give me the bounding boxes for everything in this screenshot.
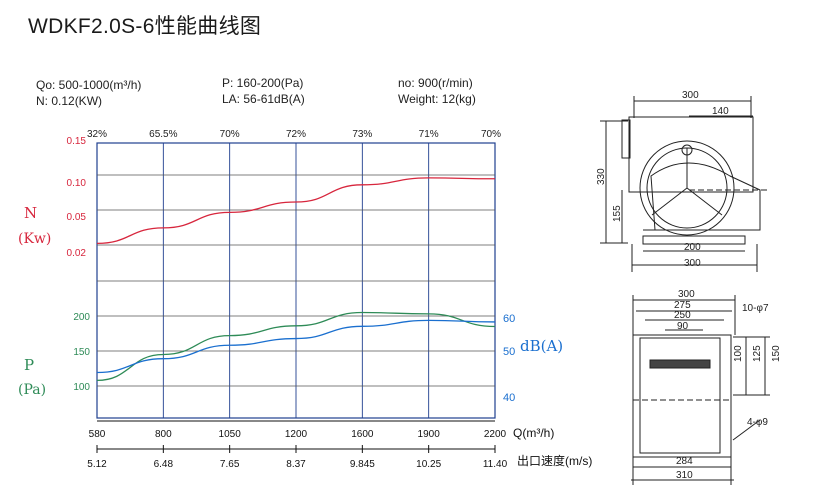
dim-155: 155 [612,205,623,222]
x2-tick-label: 8.37 [286,459,306,470]
efficiency-labels: 32% 65.5% 70% 72% 73% 71% 70% [87,129,501,140]
efficiency-label: 70% [220,129,240,140]
dim-200: 200 [684,242,701,253]
x-tick-label: 1600 [351,429,374,440]
x2-tick-label: 11.40 [483,459,508,470]
efficiency-label: 73% [352,129,372,140]
x-tick-label: 800 [155,429,172,440]
db-tick-label: 50 [503,346,515,358]
x2-axis-title: 出口速度(m/s) [517,453,592,468]
dim-300-side: 300 [678,289,695,300]
x-tick-label: 2200 [484,429,507,440]
p-axis-title: P [24,356,34,374]
dim-300-top: 300 [682,90,699,101]
efficiency-label: 70% [481,129,501,140]
chart-axes: 0.15 0.10 0.05 0.02 200 150 100 60 50 40 580 800 105… [67,136,516,470]
n-tick-label: 0.10 [67,178,87,189]
dim-100: 100 [733,345,744,362]
curve-p [96,311,496,382]
dim-holes-10: 10-φ7 [742,303,769,314]
dim-150: 150 [771,345,782,362]
dim-250: 250 [674,310,691,321]
chart-grid [96,142,496,419]
dim-holes-4: 4-φ9 [747,417,768,428]
p-tick-label: 200 [73,312,90,323]
db-tick-label: 60 [503,313,515,325]
dim-300-base: 300 [684,258,701,269]
n-tick-label: 0.05 [67,212,87,223]
n-axis-title: N [24,204,37,222]
x2-tick-label: 7.65 [220,459,240,470]
efficiency-label: 65.5% [149,129,177,140]
spec-noise: LA: 56-61dB(A) [222,92,305,106]
p-axis-unit: (Pa) [18,382,46,398]
spec-weight: Weight: 12(kg) [398,92,476,106]
dim-140: 140 [712,106,729,117]
x-tick-label: 580 [89,429,106,440]
x2-tick-label: 9.845 [350,459,375,470]
x-tick-label: 1200 [285,429,308,440]
fan-side-view-drawing [631,295,770,485]
curves [96,177,496,382]
spec-pressure: P: 160-200(Pa) [222,76,304,90]
n-tick-label: 0.02 [67,248,87,259]
dim-284: 284 [676,456,693,467]
db-axis-title: dB(A) [520,337,563,355]
dim-125: 125 [752,345,763,362]
efficiency-label: 32% [87,129,107,140]
x2-tick-label: 10.25 [416,459,441,470]
n-axis-unit: (Kw) [18,231,51,247]
efficiency-label: 71% [419,129,439,140]
page-title: WDKF2.0S-6性能曲线图 [28,15,262,38]
dim-310: 310 [676,470,693,481]
x-axis-title: Q(m³/h) [513,426,554,440]
dim-330: 330 [596,168,607,185]
n-tick-label: 0.15 [67,136,87,147]
p-tick-label: 150 [73,347,90,358]
x2-tick-label: 6.48 [154,459,174,470]
x-tick-label: 1050 [219,429,242,440]
spec-airflow: Qo: 500-1000(m³/h) [36,78,142,92]
x2-tick-label: 5.12 [87,459,107,470]
fan-front-view-drawing [600,96,770,272]
p-tick-label: 100 [73,382,90,393]
dim-275: 275 [674,300,691,311]
efficiency-label: 72% [286,129,306,140]
spec-speed: no: 900(r/min) [398,76,473,90]
curve-n [96,177,496,245]
x-tick-label: 1900 [418,429,441,440]
dim-90: 90 [677,321,689,332]
spec-power: N: 0.12(KW) [36,94,103,108]
db-tick-label: 40 [503,392,515,404]
